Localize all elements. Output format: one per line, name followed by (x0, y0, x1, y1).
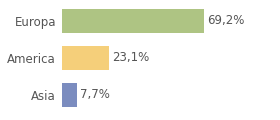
Text: 69,2%: 69,2% (207, 14, 244, 27)
Text: 23,1%: 23,1% (112, 51, 149, 64)
Bar (62, 83, 77, 107)
Bar (62, 9, 204, 33)
Bar (62, 46, 109, 70)
Text: 7,7%: 7,7% (80, 88, 110, 101)
